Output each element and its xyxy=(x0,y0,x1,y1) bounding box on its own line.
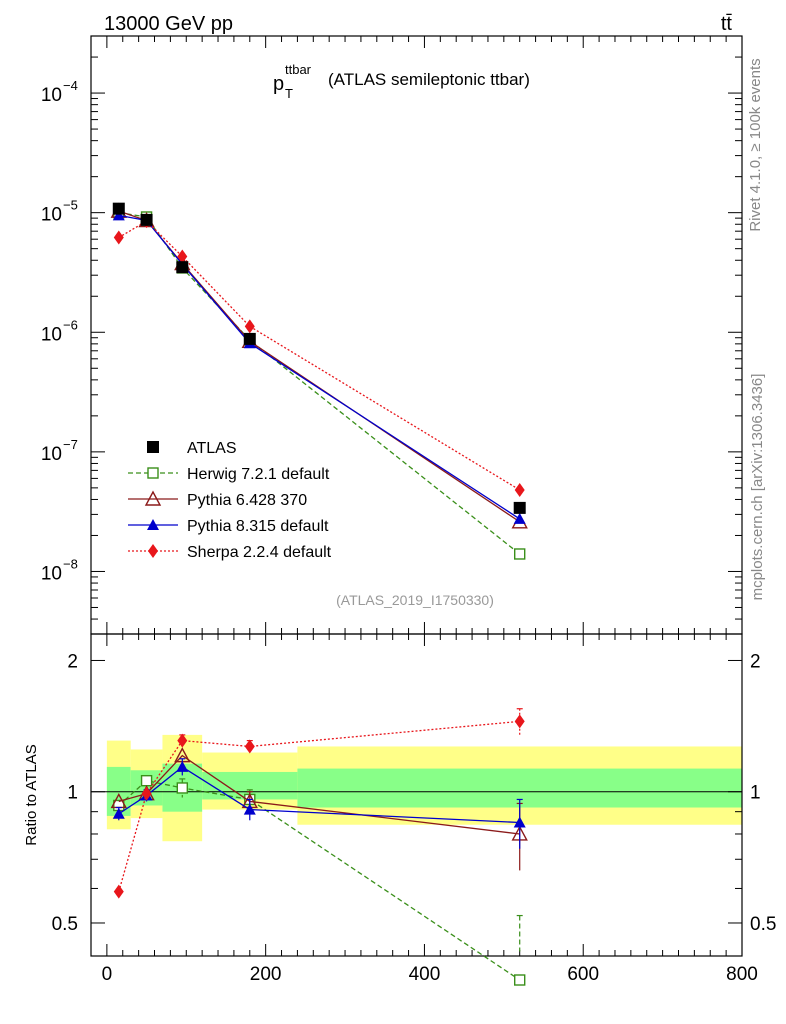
y-tick-label: 10 xyxy=(41,324,62,345)
title-rest: (ATLAS semileptonic ttbar) xyxy=(328,70,530,89)
y-tick-label: 10 xyxy=(41,563,62,584)
main-point-herwig xyxy=(514,548,526,560)
main-point-sherpa xyxy=(514,482,525,497)
main-point-atlas xyxy=(112,202,125,215)
legend-label-sherpa: Sherpa 2.2.4 default xyxy=(187,544,332,561)
y-tick-exponent: −4 xyxy=(63,78,78,93)
main-point-sherpa xyxy=(244,319,255,334)
analysis-id: (ATLAS_2019_I1750330) xyxy=(336,592,494,608)
ratio-y-tick-label-right: 1 xyxy=(750,783,761,804)
legend-label-pythia6: Pythia 6.428 370 xyxy=(187,492,307,509)
main-point-sherpa xyxy=(113,230,124,245)
y-tick-label: 10 xyxy=(41,85,62,106)
y-tick-exponent: −8 xyxy=(63,556,78,571)
legend-marker-atlas xyxy=(147,441,159,453)
legend-marker-herwig xyxy=(147,467,159,479)
x-tick-label: 400 xyxy=(409,964,441,985)
x-tick-label: 0 xyxy=(102,964,113,985)
legend-marker-sherpa xyxy=(148,544,158,558)
title-subscript: T xyxy=(285,86,293,101)
legend: ATLAS Herwig 7.2.1 default Pythia 6.428 … xyxy=(128,440,332,561)
ratio-point-pythia8 xyxy=(243,803,256,815)
y-tick-label: 10 xyxy=(41,444,62,465)
main-point-pythia8 xyxy=(513,512,526,524)
ratio-point-sherpa xyxy=(141,786,152,801)
x-tick-label: 800 xyxy=(726,964,758,985)
legend-label-herwig: Herwig 7.2.1 default xyxy=(187,466,330,483)
legend-label-pythia8: Pythia 8.315 default xyxy=(187,518,329,535)
ratio-point-sherpa xyxy=(113,884,124,899)
rivet-label: Rivet 4.1.0, ≥ 100k events xyxy=(747,58,764,231)
x-tick-label: 200 xyxy=(250,964,282,985)
main-line-sherpa xyxy=(118,220,521,491)
title-p: p xyxy=(273,73,284,95)
main-point-atlas xyxy=(513,501,526,514)
ratio-point-sherpa xyxy=(244,739,255,754)
ratio-y-tick-label: 2 xyxy=(67,651,78,672)
y-tick-exponent: −5 xyxy=(63,198,78,213)
legend-label-atlas: ATLAS xyxy=(187,440,237,457)
main-point-atlas xyxy=(176,261,189,274)
ratio-y-tick-label-right: 2 xyxy=(750,651,761,672)
y-tick-exponent: −7 xyxy=(63,437,78,452)
title-superscript: ttbar xyxy=(285,62,312,77)
ratio-point-pythia8 xyxy=(112,807,125,819)
ratio-point-sherpa xyxy=(177,733,188,748)
ratio-point-pythia8 xyxy=(513,816,526,828)
ratio-point-sherpa xyxy=(514,714,525,729)
ratio-y-tick-label: 1 xyxy=(67,783,78,804)
main-point-pythia8 xyxy=(112,209,125,221)
ratio-panel-frame xyxy=(90,633,743,957)
ratio-point-herwig xyxy=(514,974,526,986)
mcplots-label: mcplots.cern.ch [arXiv:1306.3436] xyxy=(749,374,766,601)
x-tick-label: 600 xyxy=(567,964,599,985)
legend-marker-pythia8 xyxy=(147,519,159,530)
main-point-sherpa xyxy=(177,249,188,264)
ratio-y-tick-label: 0.5 xyxy=(52,914,78,935)
ratio-line-pythia6 xyxy=(118,754,520,835)
legend-marker-pythia6 xyxy=(144,490,162,506)
main-point-atlas xyxy=(243,332,256,345)
ratio-y-label: Ratio to ATLAS xyxy=(23,744,40,845)
ratio-point-herwig xyxy=(176,782,188,794)
y-tick-exponent: −6 xyxy=(63,317,78,332)
ratio-point-pythia8 xyxy=(176,760,189,772)
ratio-y-tick-label-right: 0.5 xyxy=(750,914,776,935)
collision-label: 13000 GeV pp xyxy=(104,13,233,35)
main-point-atlas xyxy=(140,213,153,226)
ratio-point-herwig xyxy=(140,774,153,787)
process-label: tt̄ xyxy=(721,13,733,35)
y-tick-label: 10 xyxy=(41,205,62,226)
